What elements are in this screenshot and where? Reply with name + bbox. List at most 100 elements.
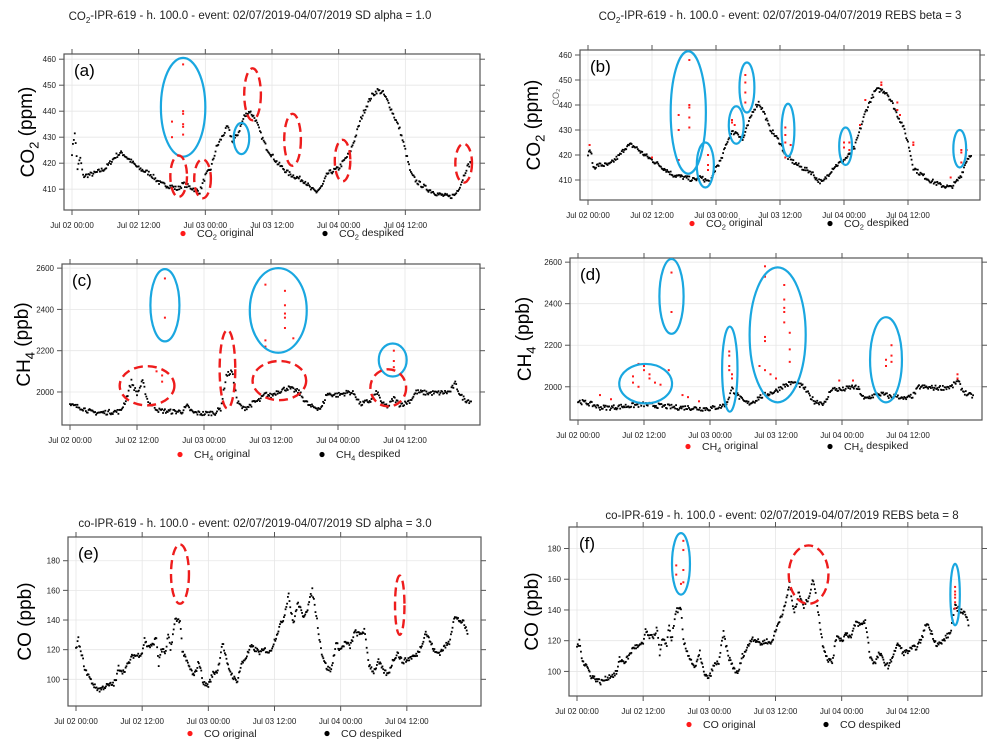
despiked-point bbox=[731, 662, 734, 665]
despiked-point bbox=[345, 156, 347, 159]
despiked-point bbox=[622, 405, 625, 408]
despiked-point bbox=[82, 173, 85, 176]
despiked-point bbox=[433, 390, 436, 393]
despiked-point bbox=[700, 409, 703, 412]
despiked-point bbox=[881, 88, 884, 91]
original-point bbox=[675, 573, 678, 576]
despiked-point bbox=[736, 670, 738, 673]
despiked-point bbox=[686, 408, 688, 410]
despiked-point bbox=[885, 663, 888, 666]
despiked-point bbox=[172, 186, 174, 188]
despiked-point bbox=[637, 645, 640, 647]
despiked-point bbox=[674, 613, 677, 616]
despiked-point bbox=[268, 651, 270, 654]
despiked-point bbox=[124, 400, 127, 403]
despiked-point bbox=[279, 623, 281, 626]
despiked-point bbox=[295, 177, 297, 180]
despiked-point bbox=[290, 612, 293, 615]
despiked-point bbox=[345, 389, 348, 392]
despiked-point bbox=[71, 154, 73, 157]
despiked-point bbox=[75, 406, 78, 409]
despiked-point bbox=[235, 679, 237, 681]
despiked-point bbox=[131, 161, 134, 164]
despiked-point bbox=[450, 197, 453, 200]
despiked-point bbox=[270, 155, 272, 158]
despiked-point bbox=[671, 174, 674, 177]
despiked-point bbox=[466, 399, 469, 402]
despiked-point bbox=[657, 162, 660, 165]
x-tick-label: Jul 04 12:00 bbox=[886, 211, 930, 220]
despiked-point bbox=[180, 187, 183, 189]
despiked-point bbox=[404, 657, 407, 659]
despiked-point bbox=[662, 404, 665, 407]
despiked-point bbox=[106, 413, 109, 416]
despiked-point bbox=[661, 168, 664, 170]
despiked-point bbox=[272, 393, 275, 395]
despiked-point bbox=[418, 391, 421, 394]
despiked-point bbox=[175, 617, 177, 620]
despiked-point bbox=[852, 627, 855, 630]
despiked-point bbox=[367, 401, 370, 404]
despiked-point bbox=[764, 118, 767, 121]
despiked-point bbox=[373, 393, 376, 396]
despiked-point bbox=[453, 382, 456, 385]
x-tick-label: Jul 04 00:00 bbox=[319, 717, 363, 726]
despiked-point bbox=[169, 649, 172, 651]
despiked-point bbox=[266, 149, 269, 152]
despiked-point bbox=[931, 633, 934, 635]
original-point bbox=[682, 569, 685, 572]
despiked-point bbox=[423, 637, 426, 639]
original-point bbox=[161, 374, 164, 377]
despiked-point bbox=[349, 647, 352, 650]
despiked-point bbox=[105, 683, 108, 685]
despiked-point bbox=[232, 381, 235, 384]
despiked-point bbox=[236, 402, 239, 404]
despiked-point bbox=[251, 400, 254, 403]
despiked-point bbox=[969, 155, 972, 158]
despiked-point bbox=[257, 123, 260, 126]
despiked-point bbox=[900, 646, 903, 649]
despiked-point bbox=[334, 392, 337, 395]
despiked-point bbox=[697, 408, 699, 411]
despiked-point bbox=[612, 676, 615, 679]
despiked-point bbox=[732, 133, 735, 136]
despiked-point bbox=[347, 152, 349, 155]
despiked-point bbox=[768, 124, 771, 127]
despiked-point bbox=[388, 106, 391, 109]
despiked-point bbox=[833, 386, 836, 389]
despiked-point bbox=[454, 380, 457, 383]
panel-title-e: co-IPR-619 - h. 100.0 - event: 02/07/201… bbox=[78, 518, 431, 530]
despiked-point bbox=[884, 664, 886, 667]
despiked-point bbox=[958, 177, 961, 180]
despiked-point bbox=[111, 158, 114, 161]
despiked-point bbox=[284, 389, 286, 392]
despiked-point bbox=[116, 156, 119, 158]
despiked-point bbox=[759, 105, 762, 108]
despiked-point bbox=[354, 135, 357, 138]
despiked-point bbox=[925, 624, 927, 627]
despiked-point bbox=[804, 386, 807, 389]
despiked-point bbox=[743, 399, 745, 402]
despiked-point bbox=[383, 93, 385, 96]
despiked-point bbox=[913, 391, 916, 394]
despiked-point bbox=[214, 150, 217, 153]
despiked-point bbox=[378, 394, 380, 397]
despiked-point bbox=[322, 180, 325, 183]
despiked-point bbox=[309, 596, 311, 598]
despiked-point bbox=[297, 176, 299, 179]
despiked-point bbox=[434, 194, 437, 197]
despiked-point bbox=[878, 394, 881, 397]
despiked-point bbox=[895, 646, 897, 649]
despiked-point bbox=[955, 180, 957, 183]
y-tick-label: 120 bbox=[47, 646, 61, 655]
despiked-point bbox=[578, 400, 580, 403]
despiked-point bbox=[144, 171, 147, 173]
despiked-point bbox=[469, 400, 472, 403]
despiked-point bbox=[333, 167, 335, 170]
despiked-point bbox=[937, 388, 940, 391]
despiked-point bbox=[788, 156, 791, 158]
despiked-point bbox=[756, 396, 759, 399]
despiked-point bbox=[325, 172, 328, 175]
despiked-point bbox=[383, 403, 386, 406]
despiked-point bbox=[317, 633, 320, 636]
